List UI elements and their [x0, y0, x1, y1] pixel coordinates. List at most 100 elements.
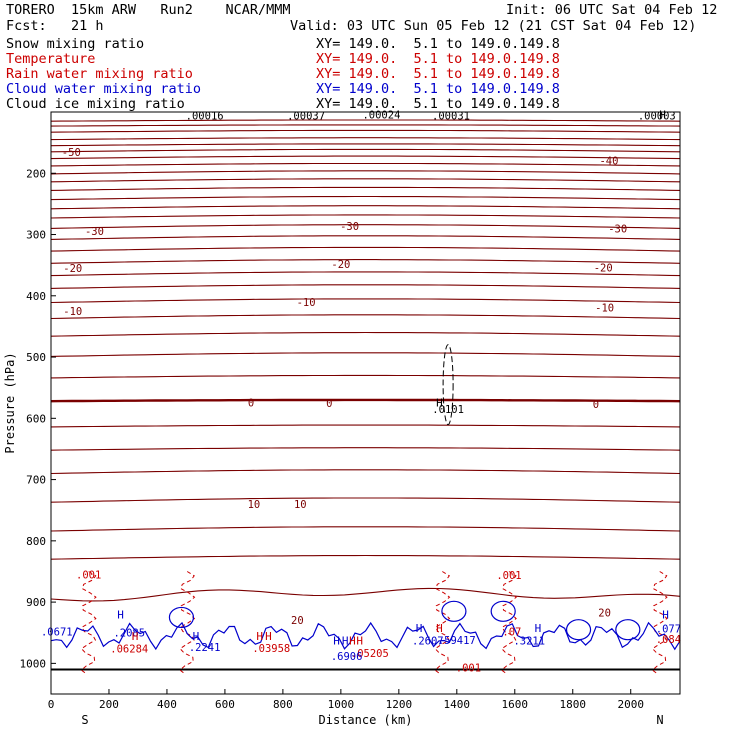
- cloud-ice-contour-label: .00024: [362, 109, 400, 121]
- high-marker: H: [333, 635, 340, 648]
- high-marker: H: [416, 622, 423, 635]
- cloud-water-contour-label: .0671: [41, 627, 73, 639]
- temperature-contour-label: -20: [63, 263, 82, 275]
- temperature-contour-line: [50, 124, 681, 127]
- contour-labels: -50 -40 -30 -30 -30 -20 -20 -20 -10 -10 -10 0 0 0 10 10…: [41, 108, 681, 674]
- x-tick-label: 2000: [617, 698, 644, 711]
- temperature-contour-label: -30: [85, 226, 104, 238]
- legend-cloud-ice-xy: XY= 149.0. 5.1 to 149.0.149.8: [316, 96, 560, 112]
- temperature-contour-line: [50, 424, 681, 428]
- y-tick-label: 1000: [20, 657, 47, 670]
- high-marker: H: [256, 630, 263, 643]
- temperature-contour-line: [50, 205, 681, 210]
- temperature-contour-line: [50, 246, 681, 252]
- rain-contour-label: .07: [502, 627, 521, 639]
- cloud-water-cell: [441, 600, 467, 622]
- x-tick-label: 1600: [502, 698, 529, 711]
- temperature-contour-label: -10: [595, 302, 614, 314]
- cloud-water-contour-line: [50, 621, 681, 651]
- high-marker: H: [659, 108, 666, 121]
- temperature-contour-label: 10: [294, 499, 307, 511]
- temperature-contour-line: [50, 235, 681, 240]
- x-axis-label: Distance (km): [319, 713, 413, 727]
- temperature-contour-line: [50, 178, 681, 183]
- x-tick-label: 600: [215, 698, 235, 711]
- legend-cloud-water-xy: XY= 149.0. 5.1 to 149.0.149.8: [316, 81, 560, 97]
- y-tick-label: 900: [26, 596, 46, 609]
- x-end-label-south: S: [81, 713, 88, 727]
- rain-contour-line: [80, 571, 97, 675]
- high-marker: H: [662, 608, 669, 621]
- temperature-contour-line: [50, 129, 681, 133]
- rain-contour-label: .05205: [351, 648, 389, 660]
- rain-contour-line: [500, 571, 517, 675]
- cloud-water-contour-label: .6906: [331, 651, 363, 663]
- temperature-contour-line: [50, 314, 681, 320]
- cloud-ice-contours: [442, 344, 454, 426]
- header-fcst: Fcst: 21 h: [6, 18, 104, 34]
- cloud-ice-contour-line: [442, 344, 454, 426]
- temperature-contour-line: [50, 143, 681, 147]
- temperature-contour-line: [50, 195, 681, 201]
- cloud-water-cell: [168, 606, 195, 629]
- temperature-contour-label: -10: [63, 306, 82, 318]
- temperature-contour-line: [50, 148, 681, 153]
- cloud-water-contour-label: .2241: [189, 642, 221, 654]
- temperature-contour-line: [50, 554, 681, 560]
- x-tick-label: 200: [99, 698, 119, 711]
- temperature-contour-label: 20: [598, 608, 611, 620]
- cloud-water-cell: [490, 600, 516, 622]
- temperature-contour-line: [50, 271, 681, 277]
- temperature-contours: [50, 119, 681, 671]
- y-tick-label: 200: [26, 167, 46, 180]
- temperature-contour-label: -10: [297, 297, 316, 309]
- temperature-contour-label: 0: [248, 397, 254, 409]
- temperature-contour-label: -50: [62, 147, 81, 159]
- high-marker: H: [356, 635, 363, 648]
- high-marker: H: [349, 635, 356, 648]
- rain-contour-line: [651, 571, 668, 675]
- cloud-ice-contour-label: .00016: [186, 111, 224, 123]
- legend-snow: Snow mixing ratio: [6, 36, 145, 52]
- x-tick-label: 1000: [328, 698, 355, 711]
- legend-rain: Rain water mixing ratio: [6, 66, 193, 82]
- cloud-ice-contour-label: .00037: [287, 111, 325, 123]
- y-tick-label: 700: [26, 474, 46, 487]
- header-title: TORERO 15km ARW Run2 NCAR/MMM: [6, 2, 291, 18]
- rain-contour-line: [179, 571, 196, 675]
- high-marker: H: [117, 608, 124, 621]
- x-tick-label: 1400: [444, 698, 471, 711]
- cloud-ice-contour-label: .00003: [638, 111, 676, 123]
- temperature-contour-line: [50, 497, 681, 503]
- y-tick-label: 500: [26, 351, 46, 364]
- x-tick-label: 400: [157, 698, 177, 711]
- rain-contour-label: .001: [76, 570, 101, 582]
- x-tick-label: 0: [48, 698, 55, 711]
- temperature-contour-line: [50, 119, 681, 122]
- legend-snow-xy: XY= 149.0. 5.1 to 149.0.149.8: [316, 36, 560, 52]
- temperature-contour-line: [50, 587, 681, 602]
- x-tick-label: 1800: [560, 698, 587, 711]
- cloud-water-contours: [50, 600, 681, 651]
- plot-frame: [50, 111, 681, 695]
- high-marker: H: [436, 622, 443, 635]
- cloud-water-cell: [615, 619, 641, 641]
- high-marker: H: [342, 635, 349, 648]
- x-end-label-north: N: [656, 713, 663, 727]
- high-marker: H: [132, 630, 139, 643]
- temperature-contour-line: [50, 170, 681, 175]
- high-marker: H: [265, 630, 272, 643]
- temperature-contour-label: 10: [248, 499, 261, 511]
- temperature-contour-label: -30: [608, 223, 627, 235]
- legend-cloud-ice: Cloud ice mixing ratio: [6, 96, 185, 112]
- temperature-contour-line: [50, 137, 681, 141]
- legend-rain-xy: XY= 149.0. 5.1 to 149.0.149.8: [316, 66, 560, 82]
- temperature-contour-label: -20: [594, 263, 613, 275]
- rain-contour-label: .03958: [252, 643, 290, 655]
- temperature-contour-label: -40: [599, 155, 618, 167]
- y-tick-label: 400: [26, 290, 46, 303]
- temperature-contour-line: [50, 186, 681, 191]
- high-marker: H: [535, 622, 542, 635]
- temperature-contour-line: [50, 469, 681, 475]
